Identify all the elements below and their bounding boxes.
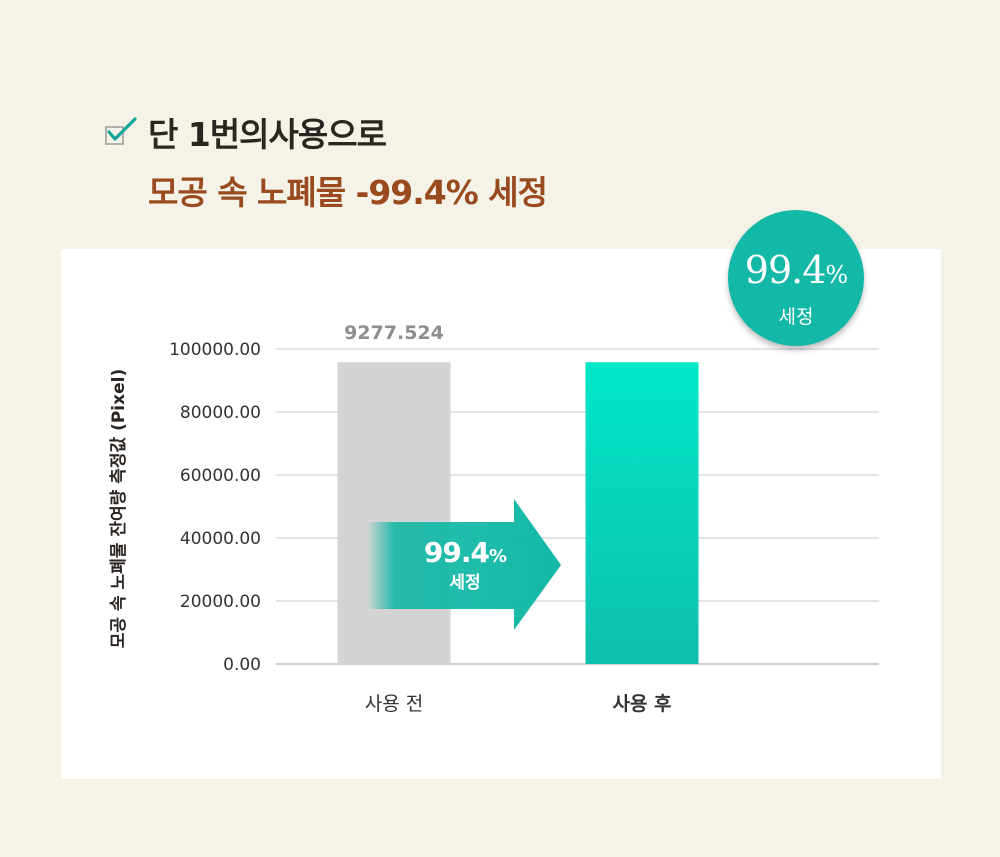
x-category-label: 사용 전 bbox=[365, 693, 423, 715]
badge-label: 세정 bbox=[778, 306, 814, 328]
data-label: 9277.524 bbox=[344, 322, 444, 344]
headline-line-1: 단 1번의사용으로 bbox=[148, 115, 387, 154]
y-tick-label: 80000.00 bbox=[180, 403, 261, 423]
arrow-label: 세정 bbox=[449, 573, 481, 593]
bar-2 bbox=[585, 362, 699, 664]
y-tick-label: 100000.00 bbox=[169, 340, 261, 360]
result-badge: 99.4% 세정 bbox=[728, 210, 864, 346]
arrow-value: 99.4% bbox=[405, 537, 525, 573]
badge-number: 99.4 bbox=[744, 248, 827, 292]
badge-percent: % bbox=[825, 261, 848, 289]
y-axis-label: 모공 속 노폐물 잔여량 측정값 (Pixel) bbox=[109, 369, 129, 648]
arrow-text: 99.4% 세정 bbox=[405, 537, 525, 594]
y-tick-label: 0.00 bbox=[223, 655, 261, 675]
bar-chart: 0.00 20000.00 40000.00 60000.00 80000.00 1000… bbox=[109, 322, 879, 715]
badge-value: 99.4% bbox=[728, 250, 864, 295]
transition-arrow-shape bbox=[367, 499, 561, 630]
arrow-number: 99.4 bbox=[423, 536, 490, 569]
x-category-label: 사용 후 bbox=[612, 693, 671, 715]
y-tick-label: 60000.00 bbox=[180, 466, 261, 486]
y-tick-label: 40000.00 bbox=[180, 529, 261, 549]
bar-1 bbox=[337, 362, 451, 664]
y-tick-label: 20000.00 bbox=[180, 592, 261, 612]
headline-line-2: 모공 속 노폐물 -99.4% 세정 bbox=[148, 173, 548, 212]
arrow-percent: % bbox=[489, 546, 507, 567]
checkbox-check-icon bbox=[105, 117, 137, 145]
